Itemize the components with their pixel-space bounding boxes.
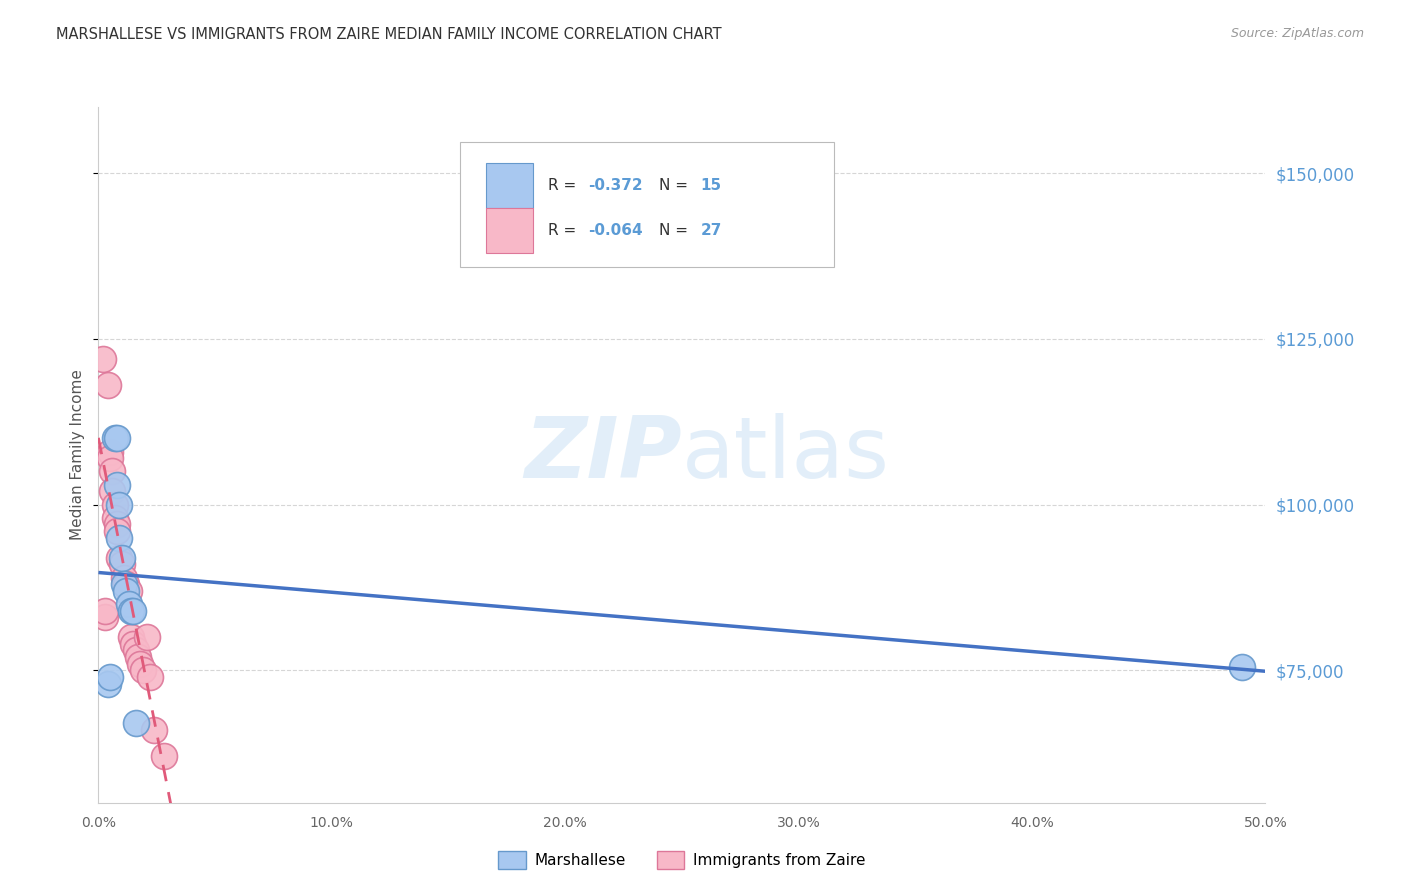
Text: -0.064: -0.064 [589,223,643,237]
Point [125,716,148,731]
Text: ZIP: ZIP [524,413,682,497]
Point [98,670,121,684]
Point [98,451,121,466]
Point [105,477,128,491]
Point [120,630,142,644]
Text: 15: 15 [700,178,721,194]
Point [97,676,120,690]
Point [143,723,166,737]
Point [152,749,174,764]
Y-axis label: Median Family Income: Median Family Income [70,369,86,541]
Text: 27: 27 [700,223,721,237]
Point [127,650,149,665]
Point [118,597,141,611]
Bar [486,208,533,253]
Bar [486,162,533,208]
Point [98,444,121,458]
Point [1230,660,1253,674]
Point [105,524,128,538]
Point [122,637,145,651]
Text: R =: R = [548,223,581,237]
Point [108,531,131,545]
Point [101,465,124,479]
Point [115,577,138,591]
Text: MARSHALLESE VS IMMIGRANTS FROM ZAIRE MEDIAN FAMILY INCOME CORRELATION CHART: MARSHALLESE VS IMMIGRANTS FROM ZAIRE MED… [56,27,721,42]
Legend: Marshallese, Immigrants from Zaire: Marshallese, Immigrants from Zaire [492,846,872,875]
Point [94,604,117,618]
Point [104,431,127,445]
Point [91,351,114,366]
FancyBboxPatch shape [460,142,834,267]
Point [115,583,138,598]
Point [120,604,142,618]
Point [97,378,120,392]
Point [139,670,162,684]
Text: Source: ZipAtlas.com: Source: ZipAtlas.com [1230,27,1364,40]
Point [105,431,128,445]
Point [129,657,152,671]
Point [111,550,134,565]
Point [136,630,159,644]
Point [104,498,127,512]
Text: N =: N = [658,223,692,237]
Text: N =: N = [658,178,692,194]
Point [112,577,135,591]
Point [125,643,148,657]
Point [101,484,124,499]
Point [105,517,128,532]
Point [108,550,131,565]
Point [132,663,155,677]
Point [118,583,141,598]
Point [112,570,135,584]
Point [122,604,145,618]
Point [111,558,134,572]
Point [108,498,131,512]
Text: R =: R = [548,178,581,194]
Point [94,610,117,624]
Text: atlas: atlas [682,413,890,497]
Text: -0.372: -0.372 [589,178,643,194]
Point [104,511,127,525]
